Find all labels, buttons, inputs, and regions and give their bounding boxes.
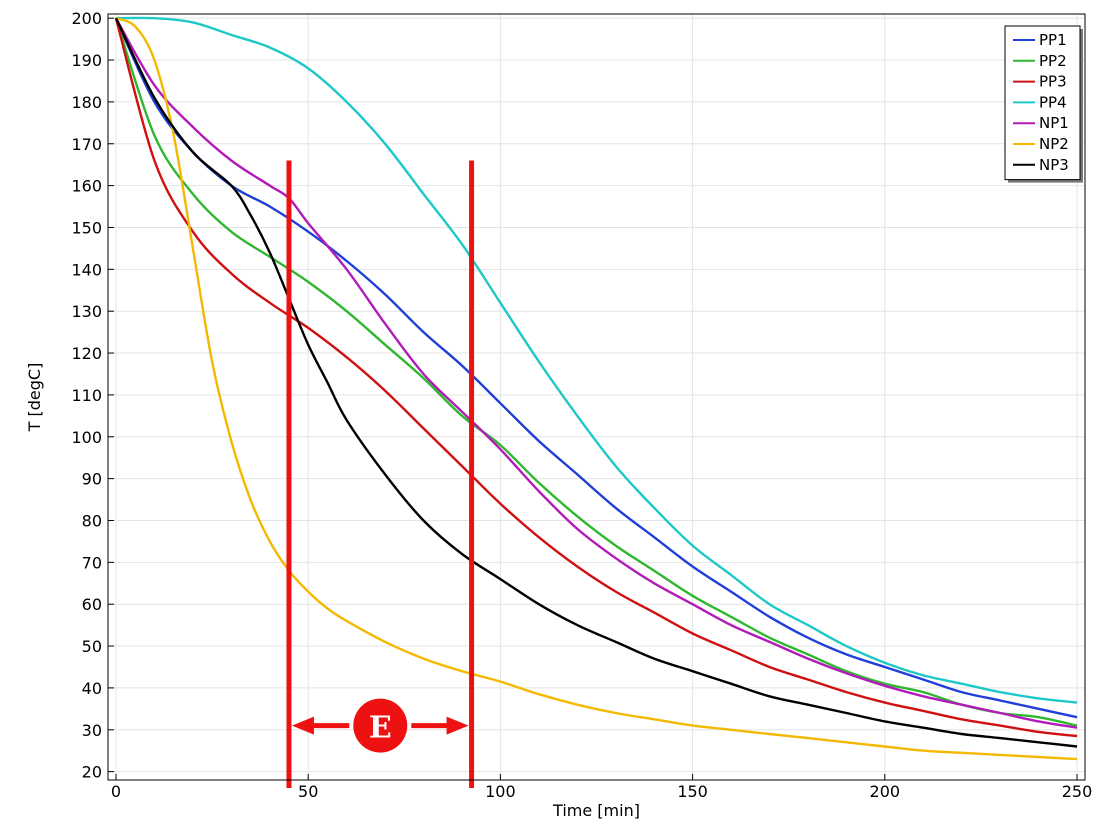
legend-label-pp1: PP1: [1039, 31, 1067, 49]
y-axis-label: T [degC]: [25, 363, 44, 433]
y-tick-label: 80: [82, 511, 102, 530]
y-tick-label: 150: [71, 218, 102, 237]
legend-label-pp4: PP4: [1039, 93, 1067, 111]
annotations: E: [286, 160, 475, 788]
y-tick-label: 90: [82, 470, 102, 489]
marker-circle: [353, 698, 408, 753]
y-tick-label: 100: [71, 428, 102, 447]
arrow-head-left: [291, 716, 314, 735]
x-tick-label: 50: [298, 782, 318, 801]
series-line-pp4: [115, 16, 1078, 704]
x-tick-label: 200: [870, 782, 901, 801]
x-tick-label: 0: [111, 782, 121, 801]
y-tick-label: 20: [82, 763, 102, 782]
y-tick-label: 60: [82, 595, 102, 614]
x-axis-ticks: 0 50 100 150 200 250: [111, 774, 1092, 801]
y-tick-label: 50: [82, 637, 102, 656]
y-tick-label: 40: [82, 679, 102, 698]
series-line-pp3: [114, 17, 1078, 738]
y-tick-label: 190: [71, 51, 102, 70]
series-line-pp2: [114, 17, 1078, 727]
y-tick-label: 180: [71, 93, 102, 112]
plot-frame: [107, 13, 1086, 781]
y-tick-label: 170: [71, 135, 102, 154]
x-axis-label: Time [min]: [552, 801, 640, 820]
grid-lines: [108, 14, 1085, 780]
y-tick-label: 120: [71, 344, 102, 363]
legend-label-pp2: PP2: [1039, 52, 1067, 70]
series-line-np2: [115, 17, 1078, 761]
legend-label-pp3: PP3: [1039, 73, 1067, 91]
series-line-np3: [114, 17, 1078, 748]
y-tick-label: 160: [71, 177, 102, 196]
y-tick-label: 200: [71, 9, 102, 28]
y-tick-label: 110: [71, 386, 102, 405]
y-tick-label: 130: [71, 302, 102, 321]
series-line-np1: [114, 17, 1078, 729]
arrow-head-right: [446, 716, 469, 735]
x-tick-label: 150: [677, 782, 708, 801]
legend-label-np3: NP3: [1039, 156, 1069, 174]
x-tick-label: 250: [1062, 782, 1093, 801]
data-series: [114, 16, 1078, 761]
y-axis-ticks: 20 30 40 50 60 70 80 90 100 110 120 130 140 150 160 170…: [71, 9, 114, 782]
x-tick-label: 100: [485, 782, 516, 801]
legend-label-np2: NP2: [1039, 135, 1069, 153]
y-tick-label: 140: [71, 260, 102, 279]
y-tick-label: 70: [82, 553, 102, 572]
y-tick-label: 30: [82, 721, 102, 740]
legend: PP1 PP2 PP3 PP4 NP1 NP2 NP3: [1004, 25, 1083, 183]
series-line-pp1: [114, 17, 1078, 719]
legend-label-np1: NP1: [1039, 114, 1069, 132]
marker-label: E: [369, 711, 392, 746]
